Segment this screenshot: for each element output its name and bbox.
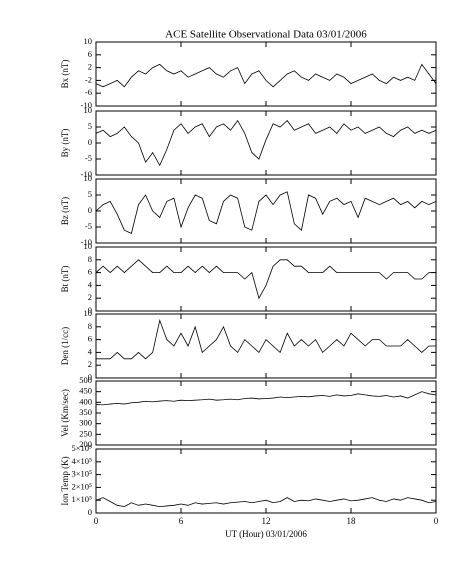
y-tick-label: -10 [81,169,92,179]
y-tick-label: 10 [84,241,93,251]
y-tick-label: 3×10⁵ [71,469,92,479]
y-tick-label: 10 [84,36,93,46]
y-tick-label: 5×10⁵ [71,443,92,453]
chart-title: ACE Satellite Observational Data 03/01/2… [165,29,367,41]
y-tick-label: 400 [79,396,92,406]
y-tick-label: 5 [88,121,92,131]
y-tick-label: 6 [88,334,92,344]
y-tick-label: 0 [88,507,92,517]
y-tick-label: 10 [84,308,93,318]
y-tick-label: 500 [79,375,92,385]
panel-frame [95,448,437,514]
y-tick-label: 0 [88,372,92,382]
y-tick-label: 250 [79,428,92,438]
panel-frame [95,380,437,446]
y-axis-label: By (nT) [60,129,70,158]
y-tick-label: 0 [88,205,92,215]
y-axis-label: Den (1/cc) [60,327,70,365]
y-tick-label: -10 [81,100,92,110]
x-tick-label: 18 [347,516,357,526]
y-tick-label: 5 [88,189,92,199]
data-line [95,119,437,167]
data-line [95,63,437,88]
x-tick-label: 6 [179,516,184,526]
y-tick-label: 350 [79,407,92,417]
y-tick-label: -2 [85,74,92,84]
data-line [95,391,437,406]
y-tick-label: 2 [88,62,92,72]
y-tick-label: 1×10⁵ [71,494,92,504]
x-tick-label: 12 [262,516,271,526]
y-tick-label: 10 [84,173,93,183]
y-axis-label: Bt (nT) [60,266,70,293]
x-tick-label: 0 [434,516,439,526]
y-tick-label: 8 [88,321,92,331]
y-tick-label: -6 [85,87,92,97]
y-tick-label: 2 [88,292,92,302]
data-line [95,497,437,508]
panel-frame [95,110,437,176]
y-tick-label: 300 [79,418,92,428]
y-tick-label: 8 [88,254,92,264]
panel-frame [95,41,437,107]
data-line [96,318,436,360]
y-tick-label: 2 [88,359,92,369]
y-tick-label: -5 [85,221,92,231]
y-tick-label: 450 [79,386,92,396]
y-tick-label: 6 [88,267,92,277]
y-tick-label: 0 [88,305,92,315]
x-tick-label: 0 [94,516,99,526]
y-tick-label: 6 [88,49,92,59]
y-tick-label: 4 [88,279,93,289]
panel-frame [95,313,437,379]
panel-frame [95,178,437,244]
y-tick-label: 4 [88,346,93,356]
y-tick-label: -10 [81,237,92,247]
y-axis-label: Bz (nT) [60,197,70,225]
x-axis-label: UT (Hour) 03/01/2006 [225,529,307,539]
y-axis-label: Ion Temp (K) [60,456,70,505]
data-line [95,259,436,300]
panel-frame [95,246,437,312]
data-line [95,191,437,234]
y-tick-label: 10 [84,105,93,115]
y-axis-label: Vel (Km/sec) [60,389,70,437]
y-tick-label: 4×10⁵ [71,456,92,466]
y-tick-label: 200 [79,439,92,449]
y-tick-label: 2×10⁵ [71,481,92,491]
y-axis-label: Bx (nT) [60,60,70,89]
y-tick-label: -5 [85,153,92,163]
y-tick-label: 0 [88,137,92,147]
